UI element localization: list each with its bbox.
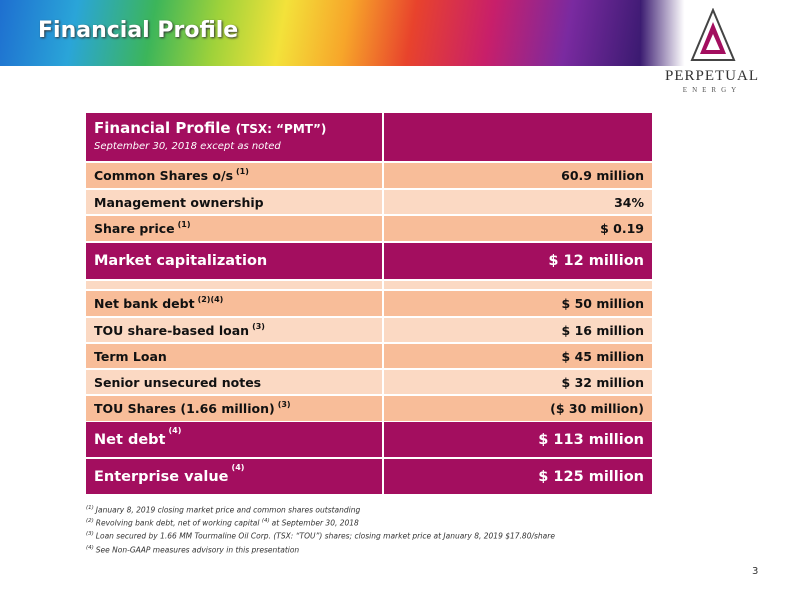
row-label: Senior unsecured notes (94, 374, 262, 390)
footnote: (3) Loan secured by 1.66 MM Tourmaline Oi… (86, 531, 555, 541)
footnote-inner-marker: (4) (261, 518, 270, 524)
row-label-cell: Senior unsecured notes (86, 370, 382, 394)
row-label-cell: Management ownership (86, 190, 382, 214)
footnote: (2) Revolving bank debt, net of working c… (86, 518, 359, 528)
row-value: $ 113 million (538, 431, 644, 448)
footnote: (4) See Non-GAAP measures advisory in thi… (86, 545, 299, 555)
row-label: Term Loan (94, 348, 167, 364)
footnote-text: See Non-GAAP measures advisory in this p… (95, 545, 300, 555)
row-label-cell: Term Loan (86, 344, 382, 368)
row-label: Enterprise value (94, 468, 229, 485)
row-label-cell: Enterprise value (4) (86, 459, 382, 494)
row-label: Common Shares o/s (94, 168, 234, 183)
table-subtitle: September 30, 2018 except as noted (94, 141, 281, 152)
footnote-marker: (2) (86, 518, 94, 524)
footnote-marker: (3) (86, 531, 94, 537)
footnote-marker: (1) (86, 505, 94, 511)
row-value: ($ 30 million) (550, 401, 644, 416)
table-title: Financial Profile (94, 119, 231, 137)
row-note: (3) (252, 322, 265, 331)
row-label: Net bank debt (94, 296, 195, 311)
row-label-cell: TOU share-based loan (3) (86, 318, 382, 342)
row-note: (1) (236, 167, 249, 176)
row-label-cell: TOU Shares (1.66 million) (3) (86, 396, 382, 421)
table-header: Financial Profile (TSX: “PMT”) September… (86, 113, 382, 161)
spacer (382, 281, 652, 289)
row-label: Management ownership (94, 194, 264, 210)
row-note: (4) (168, 426, 182, 435)
logo-sub: ENERGY (682, 86, 742, 94)
row-value: $ 32 million (561, 374, 644, 390)
slide-title: Financial Profile (38, 18, 239, 43)
row-value: 34% (614, 194, 644, 210)
row-note: (3) (277, 400, 291, 409)
row-value: $ 12 million (548, 253, 644, 269)
row-value-cell: 60.9 million (382, 163, 652, 188)
row-label: Share price (94, 221, 175, 236)
footnote-text: Revolving bank debt, net of working capi… (95, 518, 260, 528)
row-note: (1) (177, 220, 191, 229)
row-label: TOU Shares (1.66 million) (94, 401, 275, 416)
row-value-cell: 34% (382, 190, 652, 214)
row-label-cell: Net debt (4) (86, 422, 382, 457)
spacer (86, 281, 382, 289)
row-value: $ 16 million (561, 322, 644, 338)
row-label: TOU share-based loan (94, 322, 250, 338)
row-value-cell: $ 16 million (382, 318, 652, 342)
row-value: 60.9 million (561, 168, 644, 183)
row-value-cell: $ 125 million (382, 459, 652, 494)
row-value: $ 125 million (538, 468, 644, 485)
row-value-cell: $ 45 million (382, 344, 652, 368)
logo-icon (690, 8, 736, 61)
row-value: $ 45 million (561, 348, 644, 364)
table-header-blank (382, 113, 652, 161)
row-label: Market capitalization (94, 253, 268, 269)
row-value-cell: $ 113 million (382, 422, 652, 457)
row-value: $ 50 million (561, 296, 644, 311)
row-label-cell: Share price (1) (86, 216, 382, 241)
row-label-cell: Market capitalization (86, 243, 382, 279)
row-value-cell: $ 50 million (382, 291, 652, 316)
footnote-marker: (4) (86, 545, 94, 551)
footnote-text: at September 30, 2018 (271, 518, 359, 528)
row-note: (4) (231, 463, 245, 472)
row-value-cell: $ 12 million (382, 243, 652, 279)
logo-name: PERPETUAL (664, 68, 759, 84)
row-value: $ 0.19 (600, 221, 644, 236)
row-label: Net debt (94, 431, 166, 448)
row-value-cell: $ 0.19 (382, 216, 652, 241)
ticker: (TSX: “PMT”) (235, 122, 327, 136)
page-number: 3 (752, 566, 759, 577)
banner (0, 0, 640, 66)
footnote-text: Loan secured by 1.66 MM Tourmaline Oil C… (95, 531, 555, 541)
row-label-cell: Net bank debt (2)(4) (86, 291, 382, 316)
row-label-cell: Common Shares o/s (1) (86, 163, 382, 188)
row-value-cell: $ 32 million (382, 370, 652, 394)
footnote-text: January 8, 2019 closing market price and… (95, 505, 361, 515)
row-note: (2)(4) (197, 295, 224, 304)
row-value-cell: ($ 30 million) (382, 396, 652, 421)
footnote: (1) January 8, 2019 closing market price … (86, 505, 360, 515)
